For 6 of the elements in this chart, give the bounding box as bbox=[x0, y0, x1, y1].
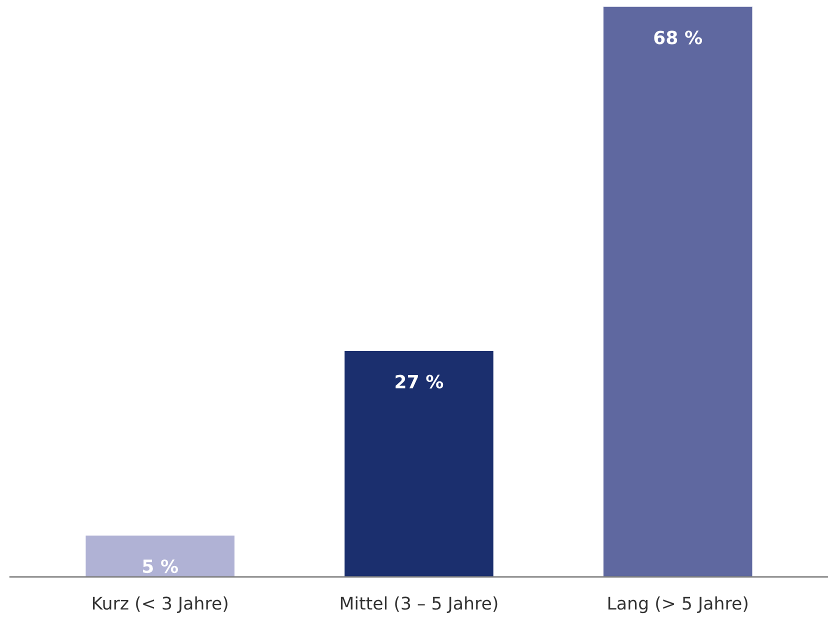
x-tick-label: Lang (> 5 Jahre) bbox=[608, 596, 748, 614]
data-label: 27 % bbox=[396, 374, 444, 388]
data-label: 68 % bbox=[654, 30, 702, 44]
x-tick-label: Kurz (< 3 Jahre) bbox=[92, 596, 228, 614]
x-tick-label: Mittel (3 – 5 Jahre) bbox=[340, 596, 498, 614]
data-label: 5 % bbox=[143, 559, 178, 574]
